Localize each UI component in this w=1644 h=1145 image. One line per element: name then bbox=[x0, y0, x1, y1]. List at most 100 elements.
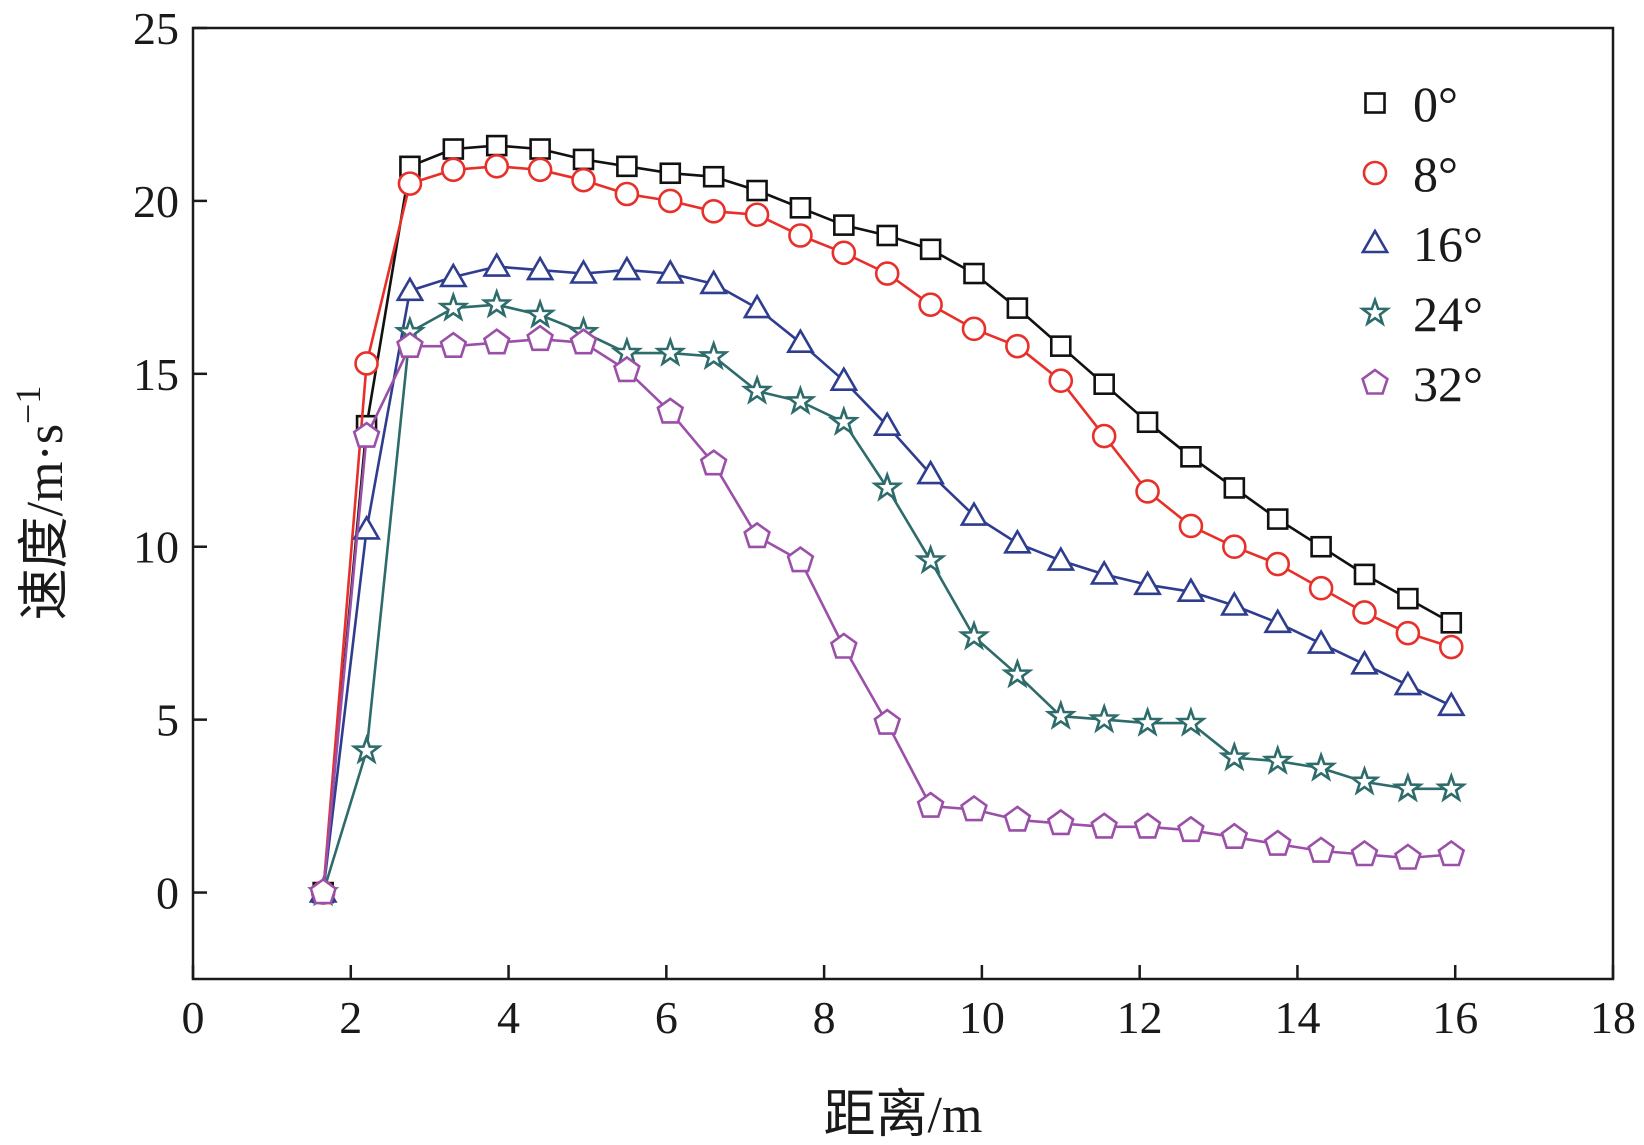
data-point-0-13 bbox=[876, 224, 899, 247]
data-point-2-12 bbox=[829, 366, 859, 392]
x-tick-label-8: 16 bbox=[1432, 992, 1478, 1043]
data-point-4-11 bbox=[786, 545, 815, 573]
data-point-1-10 bbox=[744, 202, 770, 228]
data-point-4-20 bbox=[1177, 815, 1205, 843]
data-point-0-6 bbox=[572, 148, 595, 171]
data-point-3-17 bbox=[1044, 699, 1077, 730]
series-3 bbox=[307, 287, 1468, 907]
series-0 bbox=[312, 134, 1463, 904]
data-point-0-21 bbox=[1223, 477, 1246, 499]
data-point-3-12 bbox=[827, 405, 860, 436]
data-point-3-26 bbox=[1435, 771, 1468, 803]
data-point-4-15 bbox=[960, 794, 988, 822]
series-2 bbox=[308, 251, 1466, 903]
data-point-3-23 bbox=[1304, 751, 1338, 782]
data-point-4-19 bbox=[1133, 812, 1162, 839]
plot-frame bbox=[191, 26, 1615, 981]
data-point-1-21 bbox=[1222, 534, 1247, 560]
legend-marker-0 bbox=[1364, 92, 1386, 114]
data-point-1-13 bbox=[874, 261, 900, 286]
axis-ticks: 0 2 4 6 8 10 12 14 16 18 0 5 10 15 20 25 bbox=[133, 3, 1636, 1043]
data-point-0-3 bbox=[442, 138, 465, 160]
data-point-0-25 bbox=[1397, 587, 1419, 610]
data-point-1-6 bbox=[571, 167, 596, 193]
data-point-4-12 bbox=[829, 632, 858, 659]
data-point-2-9 bbox=[699, 269, 729, 295]
x-tick-label-7: 14 bbox=[1274, 992, 1320, 1043]
data-point-4-17 bbox=[1046, 808, 1075, 836]
legend-marker-1 bbox=[1362, 160, 1388, 186]
data-point-0-17 bbox=[1049, 335, 1072, 357]
data-point-4-6 bbox=[569, 328, 598, 355]
data-point-4-16 bbox=[1003, 805, 1032, 832]
data-point-3-18 bbox=[1088, 702, 1121, 734]
y-axis-title-superscript: −1 bbox=[8, 386, 48, 424]
data-point-2-16 bbox=[1003, 528, 1032, 554]
data-point-1-11 bbox=[788, 223, 813, 248]
data-point-4-10 bbox=[743, 521, 771, 549]
data-point-3-10 bbox=[740, 374, 774, 405]
data-point-0-14 bbox=[919, 238, 942, 261]
data-point-4-1 bbox=[352, 421, 381, 448]
data-point-2-5 bbox=[525, 255, 555, 281]
data-point-2-3 bbox=[438, 262, 468, 288]
data-point-4-2 bbox=[396, 331, 424, 359]
y-tick-label-3: 15 bbox=[133, 349, 179, 400]
x-tick-label-6: 12 bbox=[1117, 992, 1163, 1043]
data-point-3-20 bbox=[1174, 706, 1208, 737]
data-point-3-22 bbox=[1261, 744, 1294, 775]
data-point-1-22 bbox=[1265, 551, 1291, 577]
data-point-3-14 bbox=[914, 543, 947, 575]
x-tick-label-3: 6 bbox=[655, 992, 678, 1043]
data-point-2-22 bbox=[1263, 608, 1293, 634]
data-point-1-24 bbox=[1352, 600, 1377, 625]
data-point-0-11 bbox=[789, 197, 812, 219]
data-point-3-24 bbox=[1348, 764, 1381, 796]
data-point-1-9 bbox=[701, 198, 726, 224]
legend-marker-3 bbox=[1358, 296, 1392, 327]
y-tick-label-2: 10 bbox=[133, 522, 179, 573]
data-point-4-7 bbox=[612, 355, 641, 383]
data-point-0-24 bbox=[1353, 563, 1376, 586]
legend-label-3: 24° bbox=[1413, 286, 1483, 342]
data-point-0-16 bbox=[1006, 297, 1029, 319]
y-axis-title-group: 速度/m·s−1 bbox=[8, 386, 74, 621]
data-point-1-25 bbox=[1395, 620, 1421, 646]
data-point-2-15 bbox=[959, 500, 989, 526]
data-point-2-21 bbox=[1219, 590, 1249, 616]
data-point-0-15 bbox=[963, 262, 985, 285]
x-tick-label-1: 2 bbox=[339, 992, 362, 1043]
data-point-1-2 bbox=[397, 171, 423, 196]
x-tick-label-9: 18 bbox=[1590, 992, 1636, 1043]
data-point-2-7 bbox=[612, 255, 642, 281]
data-point-4-5 bbox=[526, 324, 555, 352]
data-point-3-16 bbox=[1001, 657, 1034, 689]
data-point-4-8 bbox=[656, 397, 685, 424]
data-point-2-17 bbox=[1046, 545, 1076, 571]
data-point-0-5 bbox=[529, 138, 551, 160]
series-line-3 bbox=[321, 303, 1452, 893]
data-point-3-13 bbox=[871, 470, 904, 502]
data-point-4-4 bbox=[482, 328, 511, 355]
data-point-1-20 bbox=[1178, 513, 1204, 539]
svg-text:速度/m·s−1: 速度/m·s−1 bbox=[8, 386, 74, 621]
data-point-4-24 bbox=[1350, 839, 1379, 867]
data-point-2-25 bbox=[1393, 670, 1423, 696]
data-point-2-13 bbox=[872, 411, 902, 437]
data-point-4-18 bbox=[1090, 812, 1119, 839]
data-point-2-20 bbox=[1176, 577, 1206, 603]
data-point-2-6 bbox=[569, 258, 598, 284]
data-point-3-8 bbox=[654, 336, 687, 367]
data-point-2-8 bbox=[655, 258, 685, 284]
data-point-1-23 bbox=[1308, 575, 1334, 601]
data-point-1-8 bbox=[657, 188, 683, 214]
data-point-1-5 bbox=[527, 157, 553, 183]
x-axis-title: 距离/m bbox=[824, 1087, 983, 1144]
data-point-2-14 bbox=[916, 459, 945, 485]
y-tick-label-5: 25 bbox=[133, 3, 179, 54]
data-point-2-10 bbox=[742, 293, 772, 319]
data-point-3-21 bbox=[1218, 740, 1251, 772]
data-point-3-9 bbox=[697, 339, 730, 371]
series-layer bbox=[307, 134, 1468, 907]
